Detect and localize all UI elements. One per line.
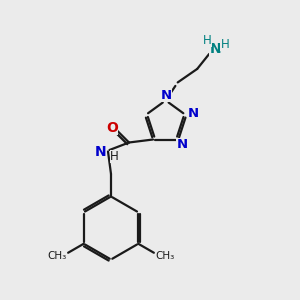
Text: N: N	[161, 89, 172, 102]
Text: N: N	[187, 107, 198, 120]
Text: CH₃: CH₃	[47, 251, 67, 261]
Text: H: H	[220, 38, 229, 51]
Text: H: H	[110, 150, 119, 164]
Text: CH₃: CH₃	[155, 251, 175, 261]
Text: N: N	[176, 138, 188, 151]
Text: H: H	[203, 34, 212, 47]
Text: O: O	[106, 121, 118, 134]
Text: N: N	[209, 41, 221, 56]
Text: N: N	[95, 145, 106, 158]
